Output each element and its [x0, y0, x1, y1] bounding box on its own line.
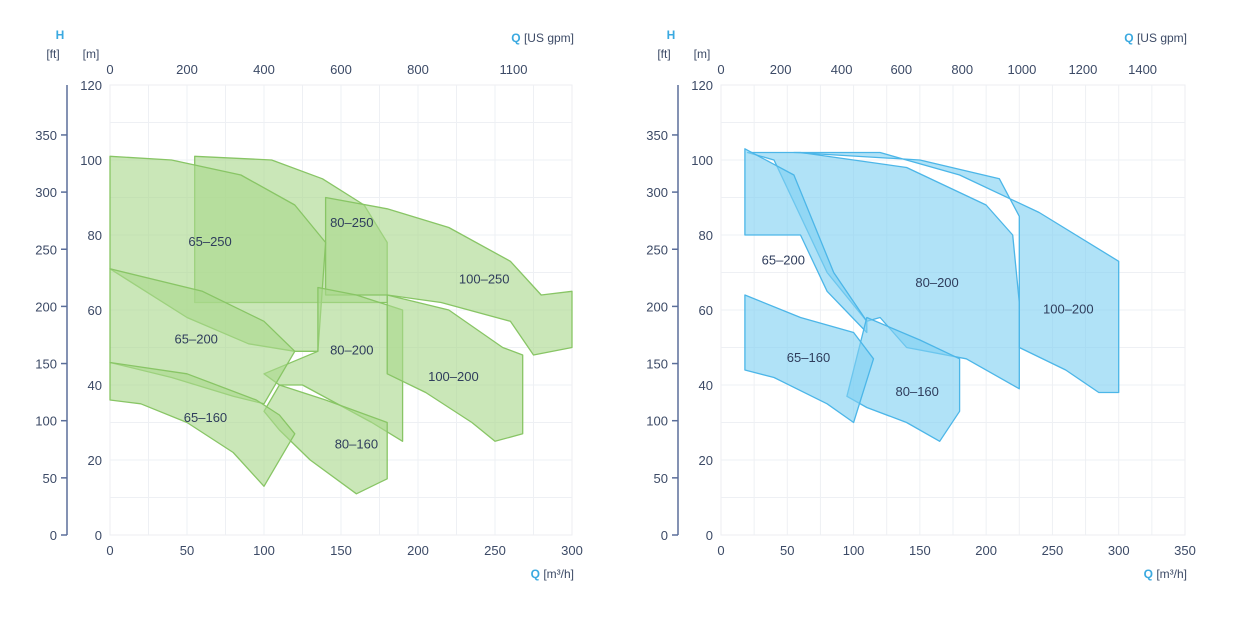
m-tick-label: 0: [706, 528, 713, 543]
x-tick-label: 350: [1174, 543, 1196, 558]
gpm-tick-label: 0: [717, 62, 724, 77]
gpm-tick-label: 1100: [499, 62, 527, 77]
ft-unit-label: [ft]: [46, 47, 59, 61]
bottom-flow-axis-title: Q [m³/h]: [531, 567, 574, 581]
x-tick-label: 150: [330, 543, 352, 558]
x-tick-label: 150: [909, 543, 931, 558]
m-tick-label: 0: [95, 528, 102, 543]
head-axis-letter: H: [667, 28, 676, 42]
region-65-160: [109, 361, 296, 487]
ft-tick-label: 0: [50, 528, 57, 543]
m-tick-label: 120: [691, 78, 713, 93]
head-axis-letter: H: [56, 28, 65, 42]
ft-tick-label: 100: [646, 414, 668, 429]
region-100-200: [386, 294, 524, 442]
x-tick-label: 50: [780, 543, 794, 558]
ft-tick-label: 100: [35, 414, 57, 429]
ft-tick-label: 200: [646, 299, 668, 314]
region-label-80-160: 80–160: [335, 436, 378, 451]
region-label-65-160: 65–160: [184, 410, 227, 425]
m-tick-label: 120: [80, 78, 102, 93]
region-label-65-160: 65–160: [787, 350, 830, 365]
ft-tick-label: 200: [35, 299, 57, 314]
x-tick-label: 50: [180, 543, 194, 558]
x-tick-label: 250: [1042, 543, 1064, 558]
chart-2: 100–200 80–200 65–200 80–160 65–160 0 50 100 150…: [646, 28, 1196, 581]
ft-tick-label: 150: [35, 357, 57, 372]
ft-tick-label: 350: [646, 128, 668, 143]
gpm-tick-label: 1000: [1007, 62, 1036, 77]
gpm-tick-label: 1200: [1068, 62, 1097, 77]
chart-1: 80–250 100–250 65–250 80–200 100–200 65–200 80…: [35, 28, 583, 581]
region-label-80-200: 80–200: [915, 275, 958, 290]
gpm-tick-label: 200: [770, 62, 792, 77]
ft-tick-label: 250: [35, 242, 57, 257]
region-100-200: [793, 151, 1120, 394]
region-label-80-200: 80–200: [330, 343, 373, 358]
gpm-tick-label: 400: [831, 62, 853, 77]
region-label-80-250: 80–250: [330, 215, 373, 230]
ft-tick-label: 0: [661, 528, 668, 543]
bottom-flow-axis-title: Q [m³/h]: [1144, 567, 1187, 581]
m-tick-label: 60: [88, 303, 102, 318]
x-tick-label: 300: [1108, 543, 1130, 558]
gpm-tick-label: 1400: [1128, 62, 1157, 77]
m-tick-label: 100: [80, 153, 102, 168]
m-tick-label: 20: [699, 453, 713, 468]
m-tick-label: 60: [699, 303, 713, 318]
region-label-100-200: 100–200: [1043, 301, 1094, 316]
x-tick-label: 100: [253, 543, 275, 558]
x-tick-label: 200: [975, 543, 997, 558]
ft-tick-label: 50: [654, 471, 668, 486]
region-label-65-250: 65–250: [188, 234, 231, 249]
gpm-tick-label: 600: [330, 62, 352, 77]
top-flow-axis-title: Q [US gpm]: [1124, 31, 1187, 45]
ft-unit-label: [ft]: [657, 47, 670, 61]
m-unit-label: [m]: [83, 47, 100, 61]
gpm-tick-label: 600: [890, 62, 912, 77]
ft-tick-label: 250: [646, 242, 668, 257]
m-tick-label: 100: [691, 153, 713, 168]
ft-tick-label: 150: [646, 357, 668, 372]
x-tick-label: 300: [561, 543, 583, 558]
m-tick-label: 80: [699, 228, 713, 243]
m-tick-label: 40: [88, 378, 102, 393]
ft-tick-label: 350: [35, 128, 57, 143]
m-tick-label: 40: [699, 378, 713, 393]
x-tick-label: 250: [484, 543, 506, 558]
m-tick-label: 20: [88, 453, 102, 468]
m-tick-label: 80: [88, 228, 102, 243]
ft-tick-label: 300: [35, 185, 57, 200]
region-label-80-160: 80–160: [896, 384, 939, 399]
x-tick-label: 0: [106, 543, 113, 558]
region-label-65-200: 65–200: [175, 331, 218, 346]
ft-tick-label: 300: [646, 185, 668, 200]
gpm-tick-label: 400: [253, 62, 275, 77]
region-label-100-250: 100–250: [459, 271, 510, 286]
region-label-65-200: 65–200: [762, 253, 805, 268]
x-tick-label: 200: [407, 543, 429, 558]
region-label-100-200: 100–200: [428, 369, 479, 384]
region-65-160: [744, 294, 875, 424]
x-tick-label: 0: [717, 543, 724, 558]
top-flow-axis-title: Q [US gpm]: [511, 31, 574, 45]
gpm-tick-label: 200: [176, 62, 198, 77]
ft-tick-label: 50: [43, 471, 57, 486]
gpm-tick-label: 0: [106, 62, 113, 77]
x-tick-label: 100: [843, 543, 865, 558]
gpm-tick-label: 800: [951, 62, 973, 77]
gpm-tick-label: 800: [407, 62, 429, 77]
m-unit-label: [m]: [694, 47, 711, 61]
